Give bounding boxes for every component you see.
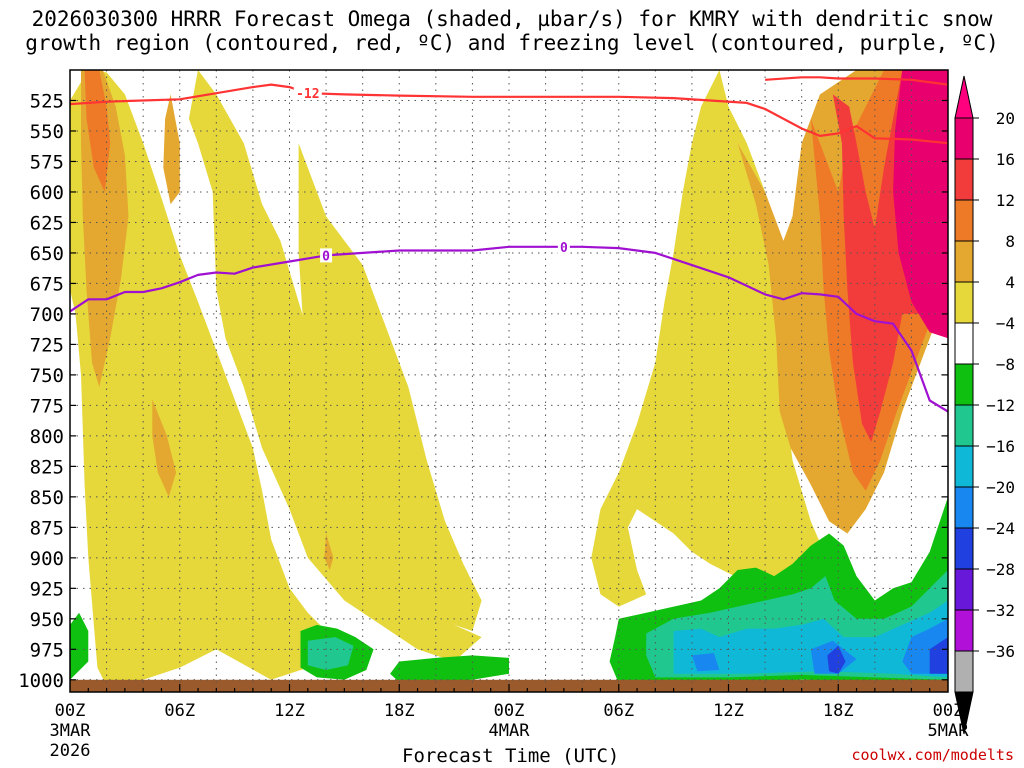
colorbar-swatch-7 (954, 404, 974, 447)
contour-dendritic-bottom (765, 76, 948, 86)
y-tick-label-650: 650 (30, 243, 64, 265)
x-date-label-24: 4MAR (489, 721, 531, 741)
colorbar-label--32: −32 (986, 601, 1015, 620)
y-tick-label-575: 575 (30, 151, 64, 173)
colorbar-swatch-13 (954, 650, 974, 693)
y-tick-label-925: 925 (30, 578, 64, 600)
y-tick-label-800: 800 (30, 426, 64, 448)
colorbar-label-12: 12 (996, 191, 1015, 210)
colorbar-swatch-0 (954, 117, 974, 160)
y-tick-label-525: 525 (30, 90, 64, 112)
x-tick-label-6: 06Z (164, 701, 195, 721)
colorbar-label--24: −24 (986, 519, 1015, 538)
colorbar-swatch-5 (954, 322, 974, 365)
colorbar-swatch-9 (954, 486, 974, 529)
omega-region-8-6 (152, 399, 177, 497)
x-tick-label-42: 18Z (823, 701, 854, 721)
colorbar-label--36: −36 (986, 642, 1015, 661)
omega-region-4-2 (298, 143, 482, 631)
y-tick-label-725: 725 (30, 334, 64, 356)
contour-label-freezing-level-0: 0 (322, 249, 330, 264)
colorbar-label--16: −16 (986, 437, 1015, 456)
contour-label-bg-freezing-level-0 (320, 248, 333, 263)
colorbar-swatch-2 (954, 199, 974, 242)
y-tick-label-550: 550 (30, 121, 64, 143)
colorbar-label--28: −28 (986, 560, 1015, 579)
y-tick-label-750: 750 (30, 365, 64, 387)
y-tick-label-775: 775 (30, 395, 64, 417)
colorbar-bottom-arrow (954, 691, 974, 735)
omega-region-neg4-13 (70, 612, 89, 680)
y-tick-label-825: 825 (30, 456, 64, 478)
omega-region-neg4-15 (390, 655, 509, 683)
contour-label-dendritic-top-0: -12 (296, 87, 319, 102)
colorbar-swatch-3 (954, 240, 974, 283)
omega-region-neg20-23 (827, 645, 846, 674)
x-year-label-0: 2026 (50, 741, 91, 761)
x-tick-label-30: 06Z (603, 701, 634, 721)
omega-region-20-12 (893, 70, 948, 339)
x-tick-label-0: 00Z (55, 701, 86, 721)
colorbar-swatch-4 (954, 281, 974, 324)
colorbar-label--20: −20 (986, 478, 1015, 497)
y-tick-label-625: 625 (30, 212, 64, 234)
y-tick-label-1000: 1000 (18, 670, 64, 692)
y-tick-label-875: 875 (30, 517, 64, 539)
x-tick-label-24: 00Z (494, 701, 525, 721)
colorbar-swatch-12 (954, 609, 974, 652)
colorbar-top-arrow (954, 75, 974, 119)
x-date-label-0: 3MAR (50, 721, 92, 741)
contour-freezing-level (70, 245, 948, 413)
omega-region-8-5 (163, 94, 180, 205)
colorbar-swatch-6 (954, 363, 974, 406)
omega-region-neg12-19 (673, 600, 948, 678)
x-date-label-48: 5MAR (928, 721, 970, 741)
y-tick-label-600: 600 (30, 182, 64, 204)
chart-title-line-1: 2026030300 HRRR Forecast Omega (shaded, … (31, 7, 993, 31)
omega-region-8-7 (324, 533, 334, 570)
omega-region-neg8-17 (307, 637, 354, 670)
y-tick-label-975: 975 (30, 639, 64, 661)
x-tick-label-18: 18Z (384, 701, 415, 721)
x-tick-label-12: 12Z (274, 701, 305, 721)
y-tick-label-675: 675 (30, 273, 64, 295)
x-axis-title: Forecast Time (UTC) (402, 745, 620, 767)
y-tick-label-900: 900 (30, 548, 64, 570)
colorbar-swatch-8 (954, 445, 974, 488)
colorbar-label-4: 4 (1005, 273, 1015, 292)
colorbar-label--8: −8 (996, 355, 1015, 374)
colorbar-label--4: −4 (996, 314, 1015, 333)
colorbar-swatch-1 (954, 158, 974, 201)
omega-region-neg16-20 (691, 653, 720, 672)
x-tick-label-48: 00Z (933, 701, 964, 721)
contour-label-bg-dendritic-top-0 (293, 86, 322, 101)
colorbar-label-20: 20 (996, 109, 1015, 128)
x-tick-label-36: 12Z (713, 701, 744, 721)
y-tick-label-950: 950 (30, 609, 64, 631)
omega-region-4-1 (188, 70, 482, 662)
colorbar-swatch-11 (954, 568, 974, 611)
omega-region-neg20-24 (929, 637, 948, 674)
omega-region-4-0 (70, 70, 327, 686)
contour-label-freezing-level-1: 0 (560, 241, 568, 256)
chart-title-line-2: growth region (contoured, red, ºC) and f… (25, 31, 999, 55)
colorbar-swatch-10 (954, 527, 974, 570)
colorbar-label-8: 8 (1005, 232, 1015, 251)
y-tick-label-850: 850 (30, 487, 64, 509)
source-credit[interactable]: coolwx.com/modelts (851, 746, 1014, 764)
colorbar-label--12: −12 (986, 396, 1015, 415)
contour-label-bg-freezing-level-1 (557, 239, 570, 254)
y-tick-label-700: 700 (30, 304, 64, 326)
contour-dendritic-top (70, 83, 948, 145)
colorbar-label-16: 16 (996, 150, 1015, 169)
